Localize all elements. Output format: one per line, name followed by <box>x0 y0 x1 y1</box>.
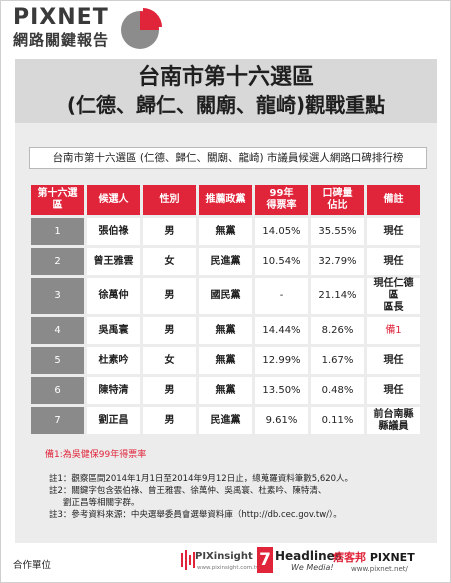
candidate-table: 第十六選區 候選人 性別 推薦政黨 99年 得票率 口碑量 佔比 備註 1 張伯祿男無… <box>28 182 423 437</box>
title-band: 台南市第十六選區 (仁德、歸仁、關廟、龍崎)觀戰重點 <box>15 59 437 123</box>
header-party: 推薦政黨 <box>199 185 252 215</box>
rank-cell: 6 <box>31 377 84 404</box>
party-cell: 無黨 <box>199 377 252 404</box>
rank-cell: 3 <box>31 278 84 314</box>
rank-cell: 1 <box>31 218 84 245</box>
pixnet-url: www.pixnet.net/ <box>351 565 408 573</box>
mention-share-cell: 21.14% <box>311 278 364 314</box>
vote-rate-cell: 14.44% <box>255 317 308 344</box>
candidate-name-cell: 劉正昌 <box>87 407 140 434</box>
table-row: 7 劉正昌男民進黨 9.61% 0.11% 前台南縣 縣議員 <box>31 407 420 434</box>
note-2-continued: 劉正昌等相關字群。 <box>63 498 140 508</box>
gender-cell: 男 <box>143 218 196 245</box>
gender-cell: 男 <box>143 407 196 434</box>
table-row: 6 陳特清男無黨 13.50% 0.48% 現任 <box>31 377 420 404</box>
mention-share-cell: 1.67% <box>311 347 364 374</box>
mention-share-cell: 0.48% <box>311 377 364 404</box>
mention-share-cell: 32.79% <box>311 248 364 275</box>
notes-block: 註1：觀察區間2014年1月1日至2014年9月12日止，總蒐羅資料筆數5,62… <box>49 473 429 521</box>
candidate-name-cell: 吳禹寰 <box>87 317 140 344</box>
pixinsight-logo <box>181 547 253 573</box>
candidate-name-cell: 陳特清 <box>87 377 140 404</box>
rank-cell: 7 <box>31 407 84 434</box>
table-row: 5 杜素吟女無黨 12.99% 1.67% 現任 <box>31 347 420 374</box>
7headlines-name: Headlines <box>275 549 342 563</box>
header: PIXNET 網路關鍵報告 <box>1 1 451 61</box>
page-title: 台南市第十六選區 <box>137 65 314 90</box>
rank-cell: 2 <box>31 248 84 275</box>
party-cell: 無黨 <box>199 347 252 374</box>
vote-rate-cell: - <box>255 278 308 314</box>
gender-cell: 女 <box>143 347 196 374</box>
table-caption: 台南市第十六選區 (仁德、歸仁、關廟、龍崎) 市議員候選人網路口碑排行榜 <box>29 147 427 169</box>
table-header-row: 第十六選區 候選人 性別 推薦政黨 99年 得票率 口碑量 佔比 備註 <box>31 185 420 215</box>
brand-subtitle: 網路關鍵報告 <box>13 31 110 49</box>
pixinsight-bars-icon <box>181 550 195 570</box>
header-vote-rate: 99年 得票率 <box>255 185 308 215</box>
table-row: 4 吳禹寰男無黨 14.44% 8.26% 備1 <box>31 317 420 344</box>
footer: 合作單位 PIXinsight www.pixinsight.com.tw 7 … <box>1 543 451 583</box>
note-2: 註2：關鍵字包含張伯祿、曾王雅雲、徐萬仲、吳禹寰、杜素吟、陳特清、 <box>49 486 327 496</box>
7headlines-number: 7 <box>257 547 273 573</box>
party-cell: 民進黨 <box>199 407 252 434</box>
pie-logo-icon <box>121 8 162 49</box>
note-3: 註3：參考資料來源：中央選舉委員會選舉資料庫（http://db.cec.gov… <box>49 510 342 520</box>
candidate-name-cell: 杜素吟 <box>87 347 140 374</box>
pixinsight-url: www.pixinsight.com.tw <box>197 565 261 571</box>
vote-rate-cell: 13.50% <box>255 377 308 404</box>
note-cell: 備1 <box>367 317 420 344</box>
header-mention-share: 口碑量 佔比 <box>311 185 364 215</box>
note-cell: 現任 <box>367 377 420 404</box>
note-1: 註1：觀察區間2014年1月1日至2014年9月12日止，總蒐羅資料筆數5,62… <box>49 474 354 484</box>
pixinsight-name: PIXinsight <box>195 551 253 562</box>
party-cell: 無黨 <box>199 218 252 245</box>
vote-rate-cell: 10.54% <box>255 248 308 275</box>
rank-cell: 4 <box>31 317 84 344</box>
pixnet-footer-logo: 痞客邦 PIXNET <box>333 549 415 565</box>
note-cell: 現任 <box>367 248 420 275</box>
vote-rate-cell: 14.05% <box>255 218 308 245</box>
header-gender: 性別 <box>143 185 196 215</box>
candidate-name-cell: 張伯祿 <box>87 218 140 245</box>
header-candidate: 候選人 <box>87 185 140 215</box>
gender-cell: 男 <box>143 377 196 404</box>
vote-rate-cell: 9.61% <box>255 407 308 434</box>
brand-name: PIXNET <box>13 5 109 30</box>
mention-share-cell: 0.11% <box>311 407 364 434</box>
gender-cell: 男 <box>143 278 196 314</box>
table-row: 3 徐萬仲男國民黨 -21.14% 現任仁德區 區長 <box>31 278 420 314</box>
candidate-name-cell: 曾王雅雲 <box>87 248 140 275</box>
table-row: 2 曾王雅雲女民進黨 10.54% 32.79% 現任 <box>31 248 420 275</box>
mention-share-cell: 8.26% <box>311 317 364 344</box>
pixnet-chinese-name: 痞客邦 <box>333 551 366 564</box>
note-cell: 現任 <box>367 347 420 374</box>
footnote-1: 備1:為吳健保99年得票率 <box>45 450 147 460</box>
note-cell: 現任 <box>367 218 420 245</box>
vote-rate-cell: 12.99% <box>255 347 308 374</box>
table-row: 1 張伯祿男無黨 14.05% 35.55% 現任 <box>31 218 420 245</box>
header-note: 備註 <box>367 185 420 215</box>
gender-cell: 女 <box>143 248 196 275</box>
header-rank: 第十六選區 <box>31 185 84 215</box>
candidate-name-cell: 徐萬仲 <box>87 278 140 314</box>
pixnet-name: PIXNET <box>369 551 415 564</box>
party-cell: 民進黨 <box>199 248 252 275</box>
party-cell: 無黨 <box>199 317 252 344</box>
rank-cell: 5 <box>31 347 84 374</box>
party-cell: 國民黨 <box>199 278 252 314</box>
mention-share-cell: 35.55% <box>311 218 364 245</box>
7headlines-tagline: We Media! <box>291 563 334 572</box>
note-cell: 現任仁德區 區長 <box>367 278 420 314</box>
note-cell: 前台南縣 縣議員 <box>367 407 420 434</box>
page-subtitle: (仁德、歸仁、關廟、龍崎)觀戰重點 <box>66 93 386 117</box>
gender-cell: 男 <box>143 317 196 344</box>
partner-label: 合作單位 <box>13 560 52 571</box>
